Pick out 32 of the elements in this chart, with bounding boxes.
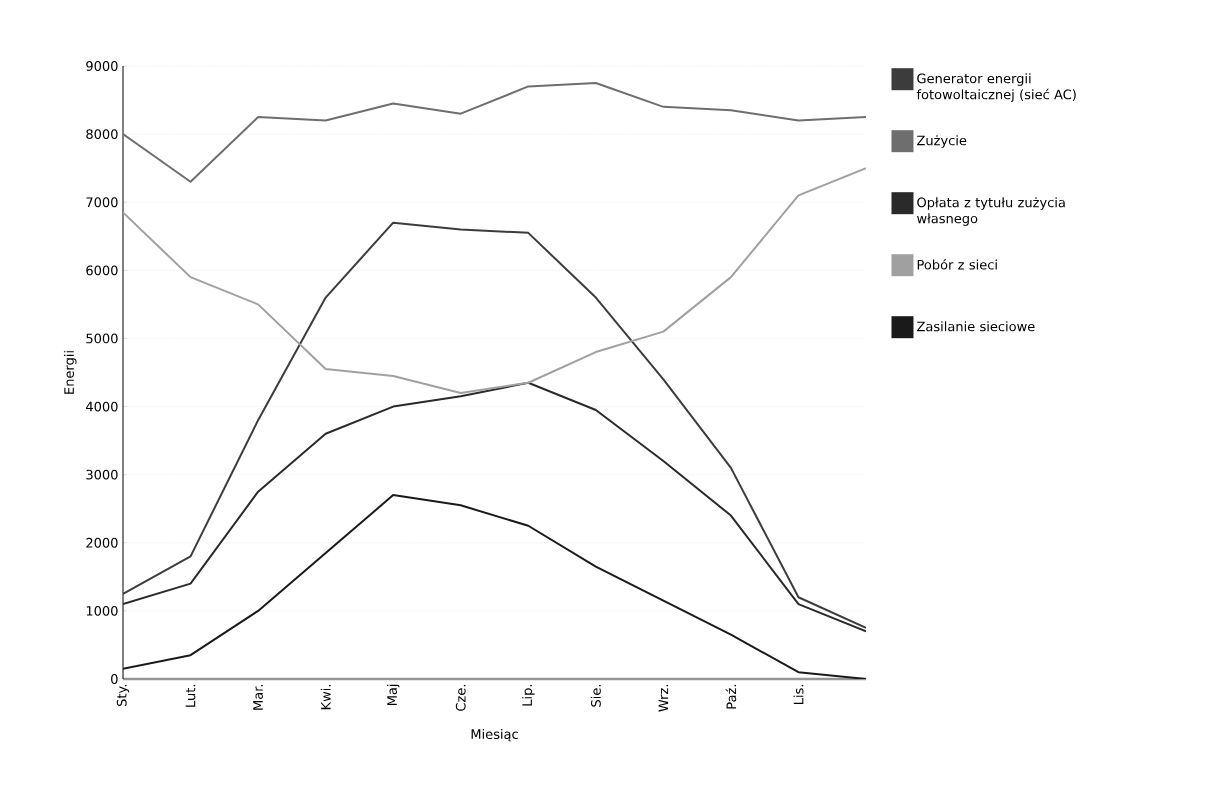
line-series <box>123 381 867 633</box>
x-tick-label: Lip. <box>521 684 535 706</box>
legend-label: Pobór z sieci <box>917 259 997 270</box>
y-tick-label: 6000 <box>86 265 118 276</box>
y-tick-label: 2000 <box>86 537 118 548</box>
y-tick-label: 7000 <box>86 197 118 208</box>
x-tick-label: Sie. <box>590 684 601 707</box>
y-tick-label: 4000 <box>86 401 118 412</box>
x-tick-label: Maj <box>386 684 400 706</box>
y-tick-label: 5000 <box>86 333 118 344</box>
x-tick-label: Lis. <box>793 684 804 705</box>
y-tick-label: 3000 <box>86 469 118 480</box>
x-tick-label: Sty. <box>116 684 130 706</box>
legend-label: Zużycie <box>917 135 967 148</box>
x-axis-title: Miesiąc <box>471 728 518 742</box>
x-tick-label: Lut. <box>185 684 196 707</box>
x-tick-label: Wrz. <box>658 684 669 712</box>
y-axis-title: Energii <box>63 351 77 394</box>
x-tick-label: Cze. <box>455 684 466 711</box>
x-tick-label: Mar. <box>253 684 263 710</box>
line-series <box>123 82 867 183</box>
legend-label: Zasilanie sieciowe <box>917 321 1035 332</box>
y-tick-label: 8000 <box>86 129 118 140</box>
line-series <box>123 221 867 629</box>
legend-label: Opłata z tytułu zużycia własnego <box>917 197 1065 226</box>
y-tick-label: 1000 <box>86 605 118 616</box>
y-tick-label: 0 <box>111 674 118 684</box>
legend-label: Generator energii fotowoltaicznej (sieć AC) <box>916 73 1076 102</box>
x-tick-label: Paź. <box>725 684 737 709</box>
line-series <box>123 167 867 394</box>
y-tick-label: 9000 <box>86 61 118 71</box>
x-tick-label: Kwi. <box>320 684 331 710</box>
